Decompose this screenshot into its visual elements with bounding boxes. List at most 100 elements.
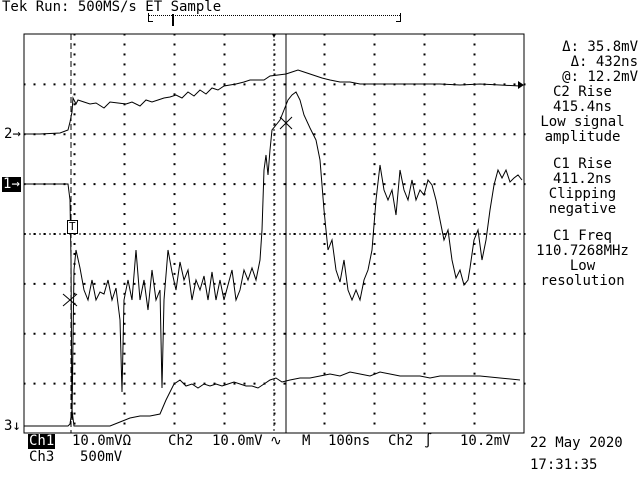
channel-2-marker[interactable]: 2→ [4,126,21,142]
grid-dot [223,382,226,385]
grid-dot [323,302,326,305]
grid-dot [173,262,176,265]
grid-dot [273,402,276,405]
grid-dot [123,332,126,335]
grid-dot [483,382,486,385]
grid-dot [433,282,436,285]
grid-dot [93,83,96,86]
grid-dot [443,382,446,385]
grid-dot [423,242,426,245]
grid-dot [233,382,236,385]
delta-voltage-readout: Δ: 35.8mV [562,39,638,55]
grid-dot [493,133,496,136]
grid-dot [323,282,326,285]
grid-dot [453,282,456,285]
grid-dot [63,83,66,86]
grid-dot [73,93,76,96]
grid-dot [323,173,326,176]
measurement-2-note: Clipping [548,186,617,202]
grid-dot [223,392,226,395]
grid-dot [223,322,226,325]
grid-dot [133,133,136,136]
grid-dot [273,422,276,425]
grid-dot [373,73,376,76]
grid-dot [473,392,476,395]
grid-dot [53,133,56,136]
trigger-source: Ch2 [388,433,414,449]
trigger-position-arrow [272,34,276,38]
grid-dot [443,332,446,335]
grid-dot [353,332,356,335]
channel-3-marker[interactable]: 3↓ [4,418,21,434]
grid-dot [473,422,476,425]
grid-dot [333,282,336,285]
grid-dot [213,332,216,335]
grid-dot [393,332,396,335]
grid-dot [323,322,326,325]
grid-dot [413,133,416,136]
ch1-label[interactable]: Ch1 [28,433,56,449]
time-readout: 17:31:35 [530,457,598,473]
grid-dot [453,382,456,385]
grid-dot [123,372,126,375]
grid-dot [443,183,446,186]
grid-dot [123,133,126,136]
grid-dot [133,282,136,285]
record-view-bar [148,15,400,22]
grid-dot [323,183,326,186]
grid-dot [423,382,426,385]
grid-dot [173,93,176,96]
grid-dot [353,183,356,186]
measurement-2-value: 411.2ns [552,171,612,187]
grid-dot [233,332,236,335]
channel-1-marker[interactable]: 1→ [2,176,21,192]
grid-dot [483,282,486,285]
grid-dot [143,183,146,186]
grid-dot [83,133,86,136]
grid-dot [123,382,126,385]
grid-dot [343,83,346,86]
grid-dot [203,332,206,335]
grid-dot [223,272,226,275]
grid-dot [73,352,76,355]
grid-dot [173,43,176,46]
grid-dot [513,282,516,285]
grid-dot [313,183,316,186]
grid-dot [223,302,226,305]
grid-dot [83,332,86,335]
grid-dot [133,382,136,385]
grid-dot [123,362,126,365]
grid-dot [223,43,226,46]
grid-dot [173,272,176,275]
grid-dot [403,282,406,285]
grid-dot [433,133,436,136]
grid-dot [183,133,186,136]
grid-dot [423,272,426,275]
grid-dot [443,282,446,285]
cursor-2-marker [279,116,293,130]
ch2-label[interactable]: Ch2 [168,433,194,449]
grid-dot [223,53,226,56]
grid-dot [73,53,76,56]
grid-dot [323,392,326,395]
grid-dot [173,362,176,365]
grid-dot [373,252,376,255]
grid-dot [273,382,276,385]
grid-dot [453,332,456,335]
grid-dot [183,282,186,285]
grid-dot [123,63,126,66]
grid-dot [123,73,126,76]
grid-dot [223,223,226,226]
ch3-label[interactable]: Ch3 [29,449,55,465]
grid-dot [213,83,216,86]
grid-dot [323,103,326,106]
grid-dot [323,193,326,196]
grid-dot [73,153,76,156]
grid-dot [323,252,326,255]
grid-dot [123,392,126,395]
grid-dot [293,332,296,335]
grid-dot [223,123,226,126]
grid-dot [163,332,166,335]
grid-dot [223,93,226,96]
grid-dot [423,282,426,285]
